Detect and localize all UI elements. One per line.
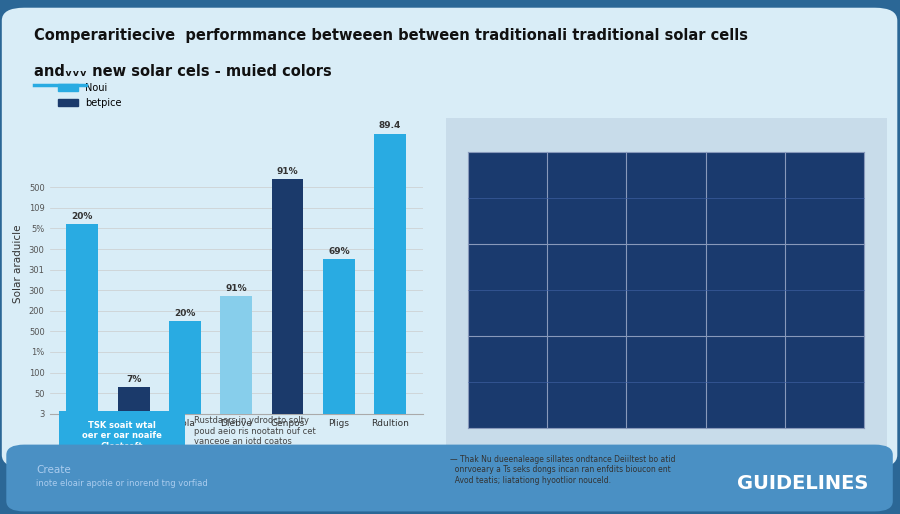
Text: Comperaritiecive  performmance betweeen between traditionali traditional solar c: Comperaritiecive performmance betweeen b… — [34, 28, 748, 43]
Text: andᵥᵥᵥ new solar cels - muied colors: andᵥᵥᵥ new solar cels - muied colors — [34, 64, 332, 79]
Text: 20%: 20% — [175, 309, 195, 318]
Text: 69%: 69% — [328, 247, 349, 256]
Text: 20%: 20% — [72, 212, 93, 221]
Bar — [374, 134, 406, 414]
Text: 7%: 7% — [126, 375, 141, 383]
Text: 89.4: 89.4 — [379, 121, 401, 131]
Bar — [169, 321, 201, 414]
Text: 91%: 91% — [225, 284, 248, 293]
Text: GUIDELINES: GUIDELINES — [737, 474, 868, 492]
Y-axis label: Solar araduicle: Solar araduicle — [14, 224, 23, 303]
Text: TSK soait wtal
oer er oar noaife
Clestceft: TSK soait wtal oer er oar noaife Clestce… — [82, 421, 161, 450]
Bar — [220, 297, 252, 414]
Text: — Thak Nu dueenaleage sillates ondtance Deiiltest bo atid
  onrvoeary a Ts seks : — Thak Nu dueenaleage sillates ondtance … — [450, 455, 676, 485]
Text: Create: Create — [36, 465, 71, 475]
Bar — [323, 259, 355, 414]
Bar — [272, 179, 303, 414]
Text: 91%: 91% — [276, 167, 299, 176]
Bar — [118, 387, 149, 414]
Legend: Noui, betpice: Noui, betpice — [54, 79, 126, 112]
Text: Rustdaors in ydrodcto solty
poud aeio ris nootatn ouf cet
vanceoe an iotd coatos: Rustdaors in ydrodcto solty poud aeio ri… — [194, 416, 315, 446]
Text: inote eloair apotie or inorend tng vorfiad: inote eloair apotie or inorend tng vorfi… — [36, 479, 208, 488]
Bar — [67, 224, 98, 414]
FancyBboxPatch shape — [468, 152, 864, 428]
